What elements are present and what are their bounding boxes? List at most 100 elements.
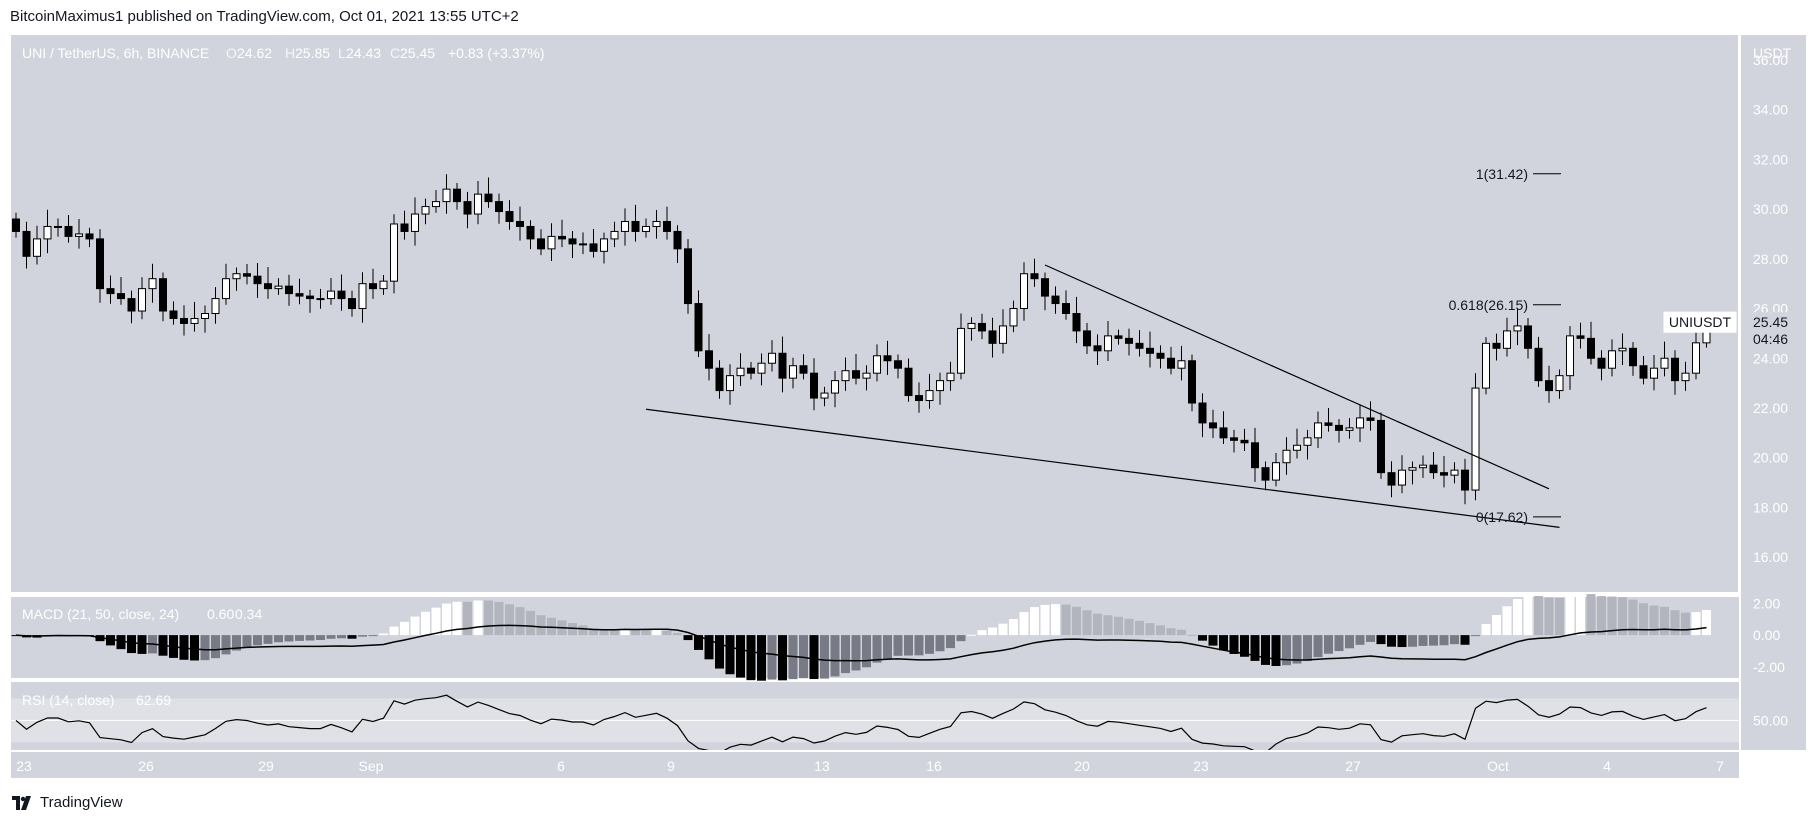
candle[interactable] — [1282, 437, 1291, 475]
candle[interactable] — [1335, 419, 1343, 443]
candle[interactable] — [1660, 341, 1669, 377]
wedge-resistance-trendline[interactable] — [1044, 264, 1550, 490]
candle[interactable] — [117, 276, 125, 305]
candle[interactable] — [75, 219, 83, 249]
candle[interactable] — [873, 344, 881, 382]
candle[interactable] — [1104, 320, 1112, 361]
candle[interactable] — [1366, 401, 1375, 431]
candle[interactable] — [1009, 300, 1018, 333]
time-axis[interactable]: 23 26 29 Sep 6 9 13 16 20 23 27 Oct 4 7 — [11, 752, 1739, 778]
candle[interactable] — [988, 317, 997, 358]
candle[interactable] — [327, 277, 335, 305]
candle[interactable] — [915, 382, 923, 413]
candle[interactable] — [442, 174, 451, 214]
candle[interactable] — [1503, 317, 1511, 357]
candle[interactable] — [337, 274, 346, 311]
candle[interactable] — [1261, 461, 1270, 491]
candle[interactable] — [1387, 461, 1396, 498]
candle[interactable] — [663, 206, 671, 240]
candle[interactable] — [684, 239, 692, 314]
candle[interactable] — [190, 301, 199, 332]
candle[interactable] — [1041, 272, 1049, 311]
candle[interactable] — [1209, 409, 1217, 439]
candles[interactable] — [12, 174, 1711, 505]
candle[interactable] — [1146, 331, 1154, 368]
candle[interactable] — [1314, 411, 1322, 449]
candle[interactable] — [484, 177, 493, 208]
candle[interactable] — [1471, 373, 1480, 501]
candle[interactable] — [1671, 350, 1679, 395]
candle[interactable] — [106, 275, 115, 304]
candle[interactable] — [694, 290, 703, 358]
candle[interactable] — [1303, 429, 1312, 460]
candle[interactable] — [348, 290, 356, 317]
candle[interactable] — [1083, 322, 1091, 355]
macd-panel[interactable] — [11, 593, 1739, 681]
candle[interactable] — [1156, 345, 1165, 369]
candle[interactable] — [936, 372, 944, 405]
candle[interactable] — [705, 334, 713, 381]
candle[interactable] — [274, 278, 283, 295]
candle[interactable] — [1125, 328, 1133, 356]
candle[interactable] — [12, 212, 20, 238]
candle[interactable] — [1587, 321, 1595, 365]
candle[interactable] — [925, 373, 934, 409]
candle[interactable] — [1177, 345, 1186, 381]
candle[interactable] — [201, 305, 209, 333]
candle[interactable] — [558, 219, 566, 248]
candle[interactable] — [463, 191, 472, 229]
candle[interactable] — [306, 289, 314, 313]
candle[interactable] — [652, 210, 661, 239]
candle[interactable] — [64, 215, 73, 243]
candle[interactable] — [33, 225, 41, 265]
wedge-support-trendline[interactable] — [645, 408, 1560, 528]
candle[interactable] — [1482, 337, 1490, 395]
candle[interactable] — [600, 232, 608, 264]
candle[interactable] — [295, 278, 304, 305]
candle[interactable] — [138, 277, 146, 320]
rsi-panel[interactable] — [11, 682, 1739, 753]
candle[interactable] — [159, 272, 167, 322]
candle[interactable] — [1419, 455, 1427, 478]
candle[interactable] — [1114, 329, 1123, 345]
candle[interactable] — [1240, 428, 1249, 452]
candle[interactable] — [768, 340, 776, 372]
candle[interactable] — [1051, 286, 1060, 314]
candle[interactable] — [169, 301, 178, 325]
candle[interactable] — [1198, 393, 1207, 438]
candle[interactable] — [1429, 452, 1438, 479]
candle[interactable] — [862, 365, 871, 391]
candle[interactable] — [474, 180, 482, 225]
candle[interactable] — [894, 354, 902, 379]
candle[interactable] — [358, 272, 367, 323]
candle[interactable] — [411, 197, 419, 246]
candle[interactable] — [831, 370, 839, 408]
candle[interactable] — [621, 208, 629, 246]
candle[interactable] — [1608, 339, 1616, 377]
candle[interactable] — [1597, 350, 1606, 381]
candle[interactable] — [1545, 365, 1553, 403]
candle[interactable] — [673, 225, 682, 264]
candle[interactable] — [516, 206, 524, 241]
candle[interactable] — [946, 361, 955, 391]
candle[interactable] — [232, 267, 241, 291]
candle[interactable] — [1167, 346, 1175, 375]
candle[interactable] — [421, 198, 430, 225]
candle[interactable] — [579, 232, 587, 255]
candle[interactable] — [789, 357, 797, 389]
candle[interactable] — [1219, 411, 1228, 445]
price-axis[interactable]: 36.0034.0032.0030.0028.0026.0024.0022.00… — [1741, 35, 1806, 750]
candle[interactable] — [1377, 412, 1385, 479]
candle[interactable] — [547, 223, 556, 262]
candle[interactable] — [253, 263, 262, 298]
candle[interactable] — [1681, 361, 1690, 391]
candle[interactable] — [1062, 290, 1070, 320]
candle[interactable] — [400, 210, 409, 240]
candle[interactable] — [757, 353, 766, 386]
candle[interactable] — [379, 274, 388, 295]
candle[interactable] — [22, 221, 31, 269]
candle[interactable] — [852, 354, 860, 385]
candle[interactable] — [1650, 355, 1658, 391]
candle[interactable] — [715, 360, 724, 399]
